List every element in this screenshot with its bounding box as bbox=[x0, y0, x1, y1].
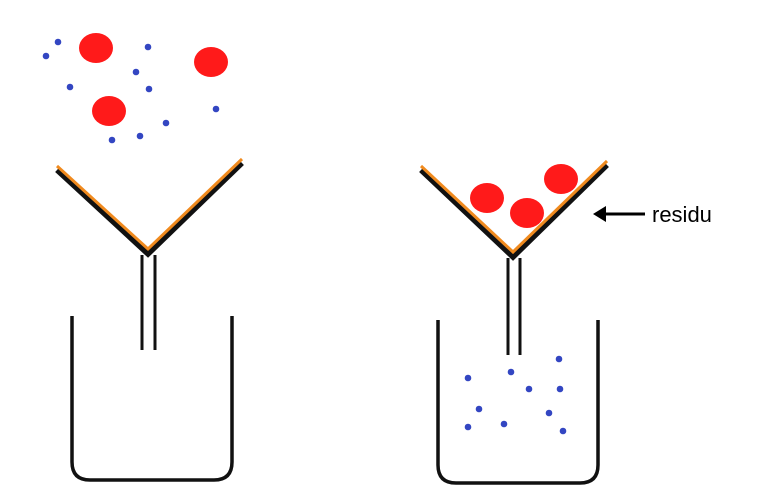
small-particle bbox=[66, 83, 74, 91]
large-particle bbox=[92, 96, 126, 126]
large-particle bbox=[79, 33, 113, 63]
small-particle bbox=[42, 52, 50, 60]
small-particle bbox=[475, 405, 483, 413]
mixture-before-filtering bbox=[42, 33, 228, 144]
pointer-arrow-head bbox=[593, 206, 606, 222]
large-particle bbox=[194, 47, 228, 77]
small-particle bbox=[555, 355, 563, 363]
small-particle bbox=[559, 427, 567, 435]
residue-particles bbox=[470, 164, 578, 228]
filter-paper bbox=[55, 157, 244, 252]
small-particle bbox=[507, 368, 515, 376]
filtrate-particles bbox=[464, 355, 567, 435]
large-particle bbox=[544, 164, 578, 194]
small-particle bbox=[464, 423, 472, 431]
small-particle bbox=[54, 38, 62, 46]
small-particle bbox=[545, 409, 553, 417]
funnel-left bbox=[55, 157, 244, 350]
small-particle bbox=[525, 385, 533, 393]
funnel-right bbox=[419, 159, 609, 355]
small-particle bbox=[500, 420, 508, 428]
small-particle bbox=[145, 85, 153, 93]
small-particle bbox=[132, 68, 140, 76]
funnel-outline bbox=[55, 161, 244, 258]
small-particle bbox=[556, 385, 564, 393]
small-particle bbox=[136, 132, 144, 140]
funnel-outline bbox=[419, 163, 609, 261]
large-particle bbox=[470, 183, 504, 213]
filter-paper bbox=[419, 159, 609, 255]
small-particle bbox=[212, 105, 220, 113]
residue-callout: residu bbox=[593, 202, 712, 227]
beaker-right bbox=[436, 320, 600, 485]
small-particle bbox=[162, 119, 170, 127]
residue-label: residu bbox=[652, 202, 712, 227]
small-particle bbox=[108, 136, 116, 144]
small-particle bbox=[464, 374, 472, 382]
large-particle bbox=[510, 198, 544, 228]
small-particle bbox=[144, 43, 152, 51]
beaker-left bbox=[70, 316, 234, 482]
